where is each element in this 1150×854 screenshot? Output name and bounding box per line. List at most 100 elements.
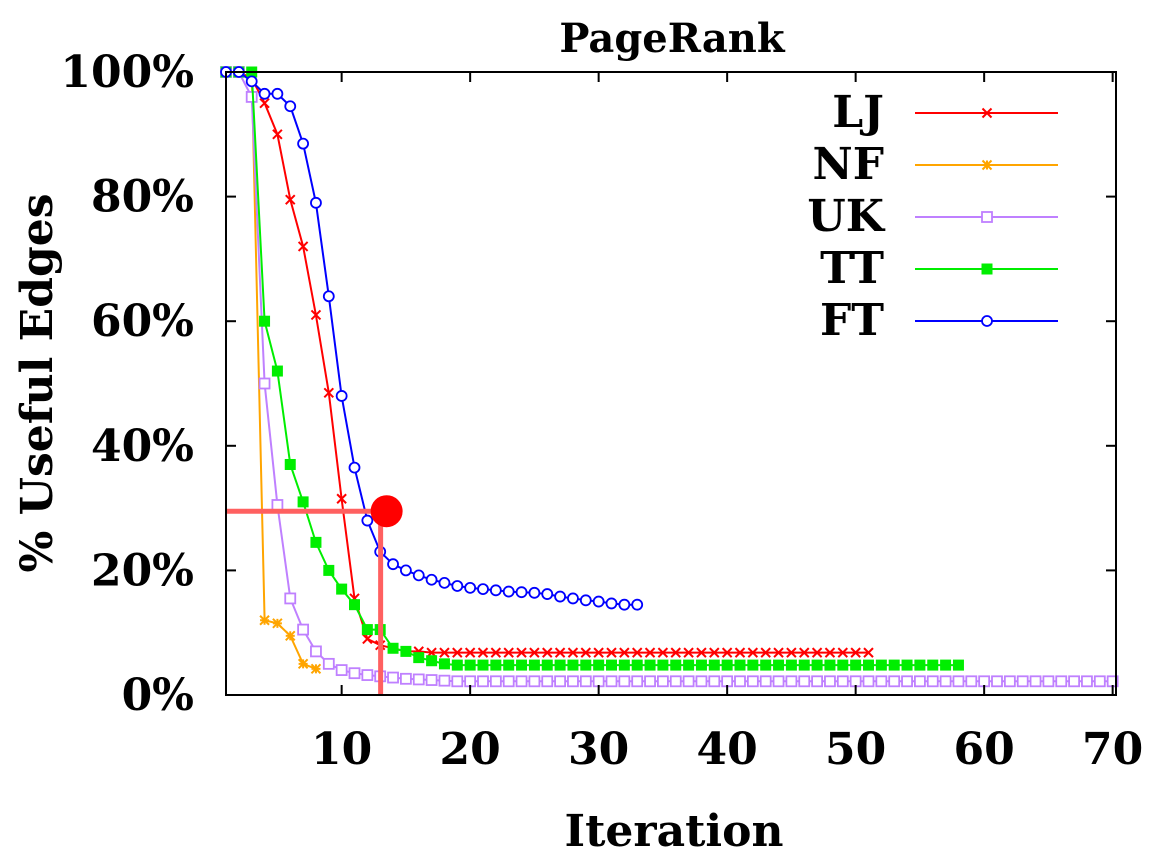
data-point-lj (464, 647, 476, 658)
data-point-uk (412, 673, 425, 686)
data-point-uk (567, 675, 579, 688)
data-point-lj (285, 194, 296, 205)
data-point-ft (489, 584, 502, 597)
data-point-uk (875, 675, 888, 688)
data-point-ft (335, 390, 348, 402)
series-line-uk (226, 71, 1113, 683)
legend-label-tt: TT (820, 243, 884, 294)
data-point-uk (669, 675, 682, 688)
data-point-tt (271, 365, 283, 377)
data-point-uk (528, 675, 541, 688)
data-point-uk (592, 675, 605, 688)
data-point-lj (619, 647, 630, 658)
series-line-lj (226, 71, 869, 654)
data-point-uk (965, 675, 978, 688)
data-point-lj (529, 647, 540, 658)
data-point-uk (515, 675, 528, 688)
data-point-lj (516, 647, 527, 658)
data-point-nf (310, 663, 322, 675)
data-point-tt (824, 659, 836, 671)
data-point-lj (657, 647, 669, 658)
data-point-uk (1093, 675, 1106, 688)
data-point-tt (888, 659, 900, 671)
legend-label-lj: LJ (832, 87, 884, 138)
data-point-ft (451, 580, 464, 592)
data-point-lj (593, 647, 604, 658)
plot-frame (225, 71, 1117, 696)
data-point-nf (259, 615, 270, 626)
data-point-ft (322, 290, 335, 303)
data-point-lj (452, 647, 463, 658)
data-point-uk (888, 675, 901, 688)
data-point-lj (542, 647, 553, 658)
data-point-uk (914, 675, 926, 688)
data-point-uk (1055, 675, 1068, 688)
legend-label-uk: UK (807, 191, 885, 242)
data-point-nf (297, 658, 309, 670)
data-point-uk (579, 675, 592, 688)
data-point-uk (310, 645, 322, 658)
y-tick-label: 20% (91, 545, 194, 596)
legend-marker-nf (981, 159, 993, 171)
data-point-tt (747, 659, 759, 671)
data-point-uk (477, 675, 489, 688)
x-tick-label: 70 (1082, 724, 1143, 775)
data-point-tt (528, 659, 540, 671)
data-point-ft (399, 564, 412, 577)
data-point-tt (606, 659, 617, 671)
annotation-marker (370, 495, 403, 528)
series-line-ft (226, 71, 638, 606)
y-tick-label: 60% (91, 296, 194, 347)
legend-marker-ft (981, 315, 993, 327)
data-point-uk (682, 675, 695, 688)
y-axis-label: % Useful Edges (12, 193, 63, 572)
data-point-ft (528, 586, 541, 599)
data-point-tt (400, 645, 412, 657)
data-point-lj (709, 647, 720, 658)
data-point-ft (297, 137, 310, 150)
data-point-uk (1003, 675, 1016, 688)
data-point-ft (618, 598, 631, 611)
x-tick-label: 50 (825, 724, 886, 775)
data-point-uk (271, 499, 284, 511)
data-point-uk (425, 674, 438, 686)
data-point-tt (567, 659, 579, 671)
data-point-tt (490, 659, 502, 671)
data-point-uk (798, 675, 811, 688)
data-point-lj (863, 647, 874, 658)
data-point-uk (335, 664, 348, 676)
data-point-tt (850, 659, 862, 671)
data-point-uk (258, 377, 271, 390)
data-point-tt (914, 659, 926, 671)
y-tick-label: 100% (60, 47, 194, 98)
data-point-uk (297, 623, 310, 636)
data-point-lj (503, 647, 514, 658)
data-point-ft (284, 100, 297, 113)
data-point-tt (773, 659, 785, 671)
data-point-lj (272, 129, 283, 140)
data-point-lj (439, 647, 450, 658)
data-point-uk (1016, 675, 1029, 688)
data-point-ft (541, 588, 554, 600)
data-point-lj (734, 647, 746, 658)
data-point-uk (952, 675, 965, 688)
data-point-tt (387, 642, 399, 654)
data-point-ft (412, 569, 425, 582)
data-point-lj (297, 241, 309, 252)
data-point-lj (683, 647, 694, 658)
data-point-ft (592, 595, 605, 608)
data-point-uk (245, 91, 258, 103)
data-point-lj (760, 647, 771, 658)
data-point-tt (580, 659, 592, 671)
data-point-uk (772, 675, 785, 688)
data-point-ft (502, 585, 515, 598)
data-point-tt (503, 659, 515, 671)
data-point-lj (554, 647, 566, 658)
data-point-uk (759, 675, 772, 688)
data-point-tt (451, 659, 463, 671)
data-point-uk (1068, 675, 1080, 688)
legend-label-nf: NF (813, 139, 884, 190)
data-point-lj (786, 647, 797, 658)
data-point-tt (618, 659, 630, 671)
